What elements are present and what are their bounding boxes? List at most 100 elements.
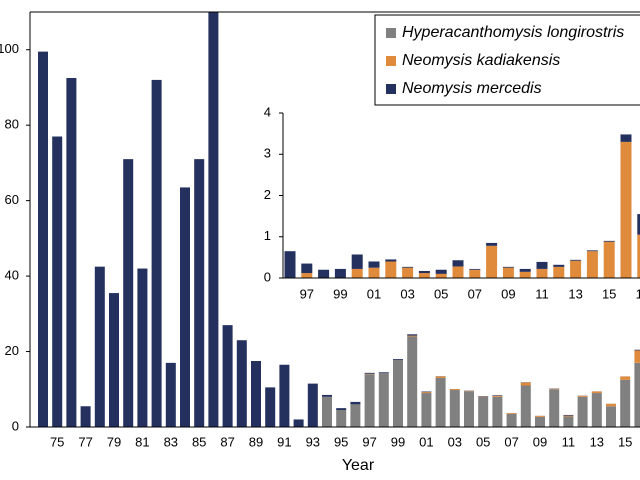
x-tick-label: 99 — [333, 286, 347, 301]
x-tick-label: 01 — [419, 434, 433, 449]
bar-segment — [464, 391, 474, 427]
bar-segment — [222, 325, 233, 427]
bar-segment — [637, 234, 640, 278]
legend: Hyperacanthomysis longirostris Neomysis k… — [374, 14, 640, 106]
bar-segment — [318, 269, 330, 278]
bar-segment — [469, 268, 481, 270]
bar-segment — [402, 266, 414, 268]
bar-segment — [586, 251, 598, 278]
x-tick-label: 05 — [434, 286, 448, 301]
bar-segment — [486, 245, 498, 278]
bar-segment — [208, 12, 219, 427]
x-tick-label: 83 — [164, 434, 178, 449]
x-tick-label: 01 — [367, 286, 381, 301]
x-tick-label: 97 — [300, 286, 314, 301]
bar-segment — [334, 268, 346, 278]
bar-segment — [407, 334, 418, 336]
bar-segment — [421, 392, 432, 394]
bar-segment — [577, 396, 588, 427]
bar-segment — [603, 241, 615, 278]
bar-segment — [520, 385, 531, 427]
bar-segment — [620, 134, 632, 142]
y-tick-label: 2 — [264, 187, 271, 202]
bar-segment — [591, 391, 602, 394]
bar-segment — [364, 372, 375, 374]
bar-segment — [364, 374, 375, 427]
x-tick-label: 17 — [636, 286, 640, 301]
x-tick-label: 13 — [590, 434, 604, 449]
bar-segment — [293, 419, 304, 427]
bar-segment — [570, 260, 582, 278]
bar-segment — [449, 389, 460, 391]
bar-segment — [452, 260, 464, 267]
bar-segment — [520, 382, 531, 386]
bar-segment — [634, 362, 640, 427]
x-tick-label: 11 — [535, 286, 549, 301]
bar-segment — [350, 401, 361, 405]
y-tick-label: 100 — [0, 41, 19, 56]
bar-segment — [180, 187, 190, 427]
bar-segment — [385, 259, 397, 262]
bar-segment — [506, 413, 517, 427]
bar-segment — [194, 159, 205, 428]
bar-segment — [351, 268, 363, 278]
y-tick-label: 40 — [5, 268, 19, 283]
bar-segment — [606, 406, 616, 427]
bar-segment — [502, 267, 514, 278]
bar-segment — [351, 254, 363, 269]
bar-segment — [634, 349, 640, 351]
bar-segment — [563, 414, 574, 416]
bar-segment — [634, 350, 640, 363]
bar-segment — [435, 269, 447, 274]
bar-segment — [452, 266, 464, 278]
y-tick-label: 4 — [264, 104, 271, 119]
y-tick-label: 20 — [5, 343, 19, 358]
bar-segment — [435, 377, 446, 427]
bar-segment — [492, 395, 503, 397]
x-axis-label: Year — [342, 457, 375, 474]
bar-segment — [492, 395, 503, 396]
bar-segment — [603, 240, 615, 242]
plot-area — [38, 12, 640, 428]
bar-segment — [368, 261, 380, 268]
legend-label: Neomysis mercedis — [402, 80, 542, 97]
bar-segment — [535, 415, 545, 417]
bar-segment — [620, 376, 631, 380]
x-tick-label: 87 — [220, 434, 234, 449]
bar-segment — [421, 391, 432, 393]
bar-segment — [502, 266, 514, 268]
bar-segment — [336, 408, 347, 411]
bar-segment — [66, 78, 77, 427]
bar-segment — [553, 266, 565, 278]
x-tick-label: 07 — [468, 286, 482, 301]
x-tick-label: 97 — [362, 434, 376, 449]
bar-segment — [606, 403, 616, 407]
bar-segment — [350, 404, 361, 427]
bar-segment — [301, 273, 313, 278]
bar-segment — [486, 242, 498, 246]
bar-segment — [478, 396, 489, 427]
bar-segment — [435, 376, 446, 378]
bar-segment — [535, 416, 545, 427]
bar-segment — [435, 273, 447, 278]
x-tick-label: 03 — [400, 286, 414, 301]
bar-segment — [563, 416, 574, 427]
x-tick-label: 05 — [476, 434, 490, 449]
bar-segment — [80, 406, 91, 427]
y-tick-label: 60 — [5, 192, 19, 207]
x-tick-label: 79 — [107, 434, 121, 449]
bar-segment — [549, 389, 560, 427]
bar-segment — [38, 51, 48, 427]
x-tick-label: 03 — [448, 434, 462, 449]
x-tick-label: 75 — [50, 434, 64, 449]
bar-segment — [137, 268, 148, 427]
bar-segment — [109, 293, 119, 427]
x-tick-label: 91 — [277, 434, 291, 449]
legend-label: Hyperacanthomysis longirostris — [402, 24, 624, 41]
bar-segment — [492, 396, 503, 427]
x-tick-label: 09 — [501, 286, 515, 301]
bar-segment — [322, 396, 332, 427]
bar-segment — [307, 383, 318, 427]
